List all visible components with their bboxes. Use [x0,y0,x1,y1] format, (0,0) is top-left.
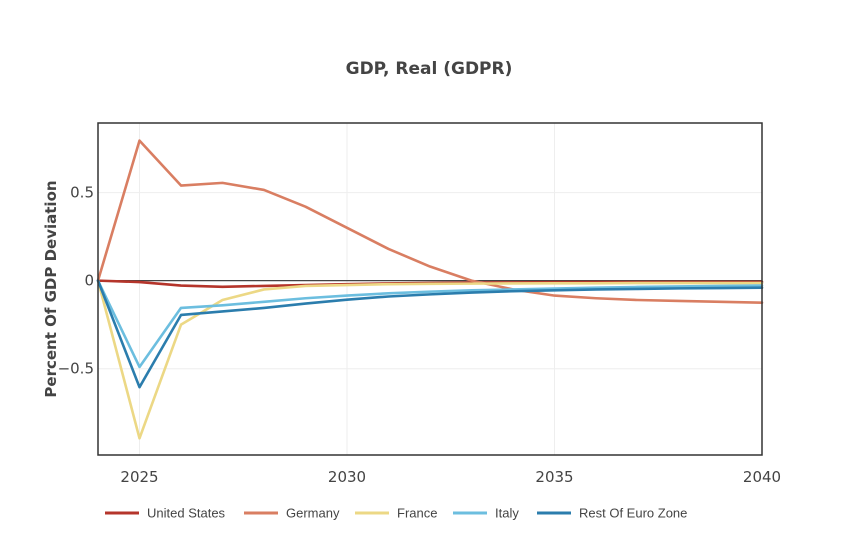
legend-item[interactable]: Germany [244,506,340,521]
legend-item[interactable]: Rest Of Euro Zone [537,506,687,521]
series-line-2 [96,279,764,440]
series-line-3 [96,279,764,369]
y-tick-label: −0.5 [58,360,94,378]
legend-label: Italy [495,506,519,521]
legend-label: Germany [286,506,340,521]
legend-item[interactable]: Italy [453,506,519,521]
legend-item[interactable]: United States [105,506,226,521]
y-tick-label: 0.5 [70,184,94,202]
x-tick-label: 2025 [120,468,158,486]
x-tick-label: 2035 [535,468,573,486]
legend-label: Rest Of Euro Zone [579,506,687,521]
x-tick-label: 2040 [743,468,781,486]
series-line-4 [96,279,764,389]
series-line-1 [96,139,764,304]
y-axis-label: Percent Of GDP Deviation [42,180,60,397]
y-tick-label: 0 [84,272,94,290]
tick-layer: 2025 2030 2035 2040 −0.5 0 0.5 [58,184,782,487]
legend-label: France [397,506,437,521]
legend-item[interactable]: France [355,506,437,521]
series-layer [96,139,764,440]
x-tick-label: 2030 [328,468,366,486]
plot-frame [97,122,763,456]
chart-title: GDP, Real (GDPR) [346,59,513,79]
legend-label: United States [147,506,226,521]
legend[interactable]: United States Germany France Italy Rest Of E… [105,506,687,521]
